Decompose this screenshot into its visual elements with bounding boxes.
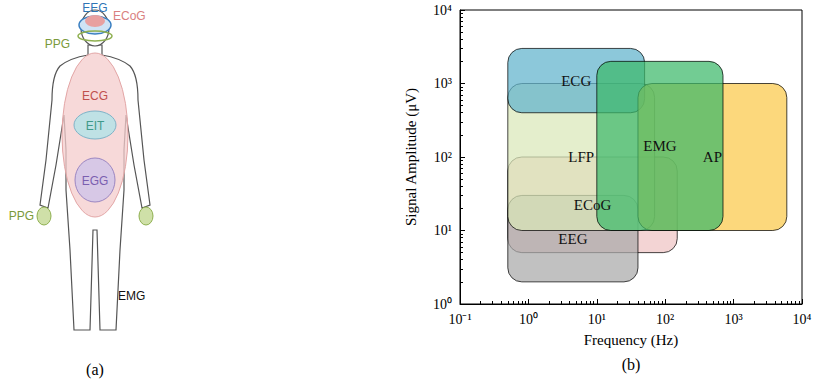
svg-text:PPG: PPG: [9, 209, 34, 223]
svg-text:10²: 10²: [434, 150, 452, 165]
svg-text:10¹: 10¹: [434, 223, 452, 238]
svg-text:AP: AP: [703, 149, 722, 165]
svg-text:Frequency (Hz): Frequency (Hz): [584, 332, 679, 349]
svg-text:10³: 10³: [434, 76, 452, 91]
svg-text:EEG: EEG: [558, 231, 587, 247]
html-text:(b): (b): [621, 356, 641, 373]
svg-text:10⁰: 10⁰: [433, 297, 452, 312]
svg-text:PPG: PPG: [45, 37, 70, 51]
svg-text:10⁰: 10⁰: [519, 312, 538, 327]
svg-text:10¹: 10¹: [588, 312, 606, 327]
svg-text:EIT: EIT: [86, 119, 105, 133]
svg-text:ECG: ECG: [561, 73, 591, 89]
svg-text:EMG: EMG: [643, 138, 677, 154]
svg-text:Signal Amplitude (μV): Signal Amplitude (μV): [403, 88, 420, 226]
svg-text:LFP: LFP: [568, 149, 594, 165]
svg-text:ECoG: ECoG: [574, 197, 612, 213]
svg-text:EEG: EEG: [82, 1, 107, 15]
svg-text:ECG: ECG: [82, 89, 108, 103]
svg-text:10³: 10³: [724, 312, 742, 327]
svg-text:10⁴: 10⁴: [433, 3, 452, 18]
svg-text:EGG: EGG: [82, 174, 109, 188]
svg-text:10⁻¹: 10⁻¹: [448, 312, 471, 327]
svg-text:ECoG: ECoG: [113, 9, 146, 23]
svg-text:EMG: EMG: [118, 289, 145, 303]
svg-text:10⁴: 10⁴: [793, 312, 812, 327]
svg-text:(a): (a): [86, 361, 104, 379]
svg-text:10²: 10²: [656, 312, 674, 327]
